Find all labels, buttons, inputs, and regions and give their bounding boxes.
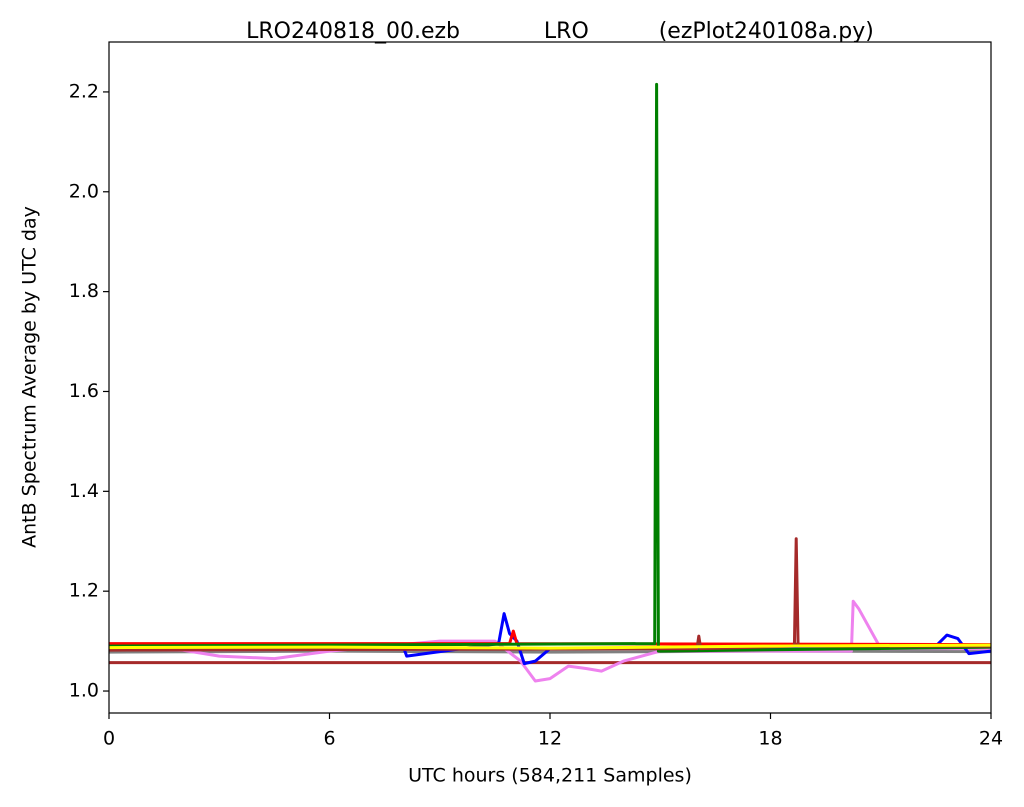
y-axis-label: AntB Spectrum Average by UTC day	[19, 206, 41, 548]
chart-title: LRO240818_00.ezb LRO (ezPlot240108a.py)	[246, 19, 874, 44]
x-tick-label: 0	[103, 728, 115, 750]
y-tick-label: 1.8	[69, 280, 99, 302]
data-line	[108, 643, 992, 650]
y-tick-label: 2.0	[69, 180, 99, 202]
x-tick-label: 6	[323, 728, 335, 750]
data-line	[108, 82, 992, 653]
x-tick-label: 12	[538, 728, 562, 750]
y-tick-label: 1.0	[69, 680, 99, 702]
plot-area	[109, 42, 991, 713]
data-line	[108, 599, 991, 683]
y-tick-label: 2.2	[69, 80, 99, 102]
y-tick-label: 1.4	[69, 480, 99, 502]
data-line	[108, 612, 992, 666]
y-tick-label: 1.2	[69, 580, 99, 602]
x-tick-label: 18	[758, 728, 782, 750]
y-tick-label: 1.6	[69, 380, 99, 402]
x-axis-label: UTC hours (584,211 Samples)	[408, 765, 692, 787]
x-tick-label: 24	[979, 728, 1003, 750]
